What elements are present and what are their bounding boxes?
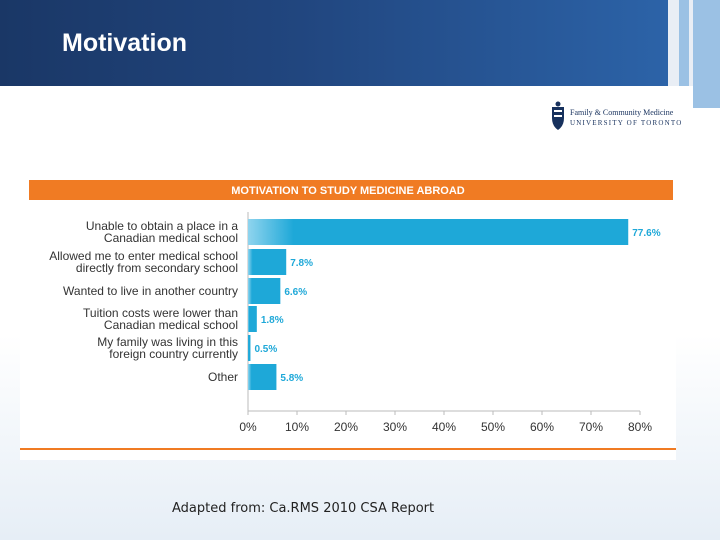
category-label: Other xyxy=(208,370,238,384)
header-stripe xyxy=(689,0,693,86)
header-stripe xyxy=(693,0,720,108)
x-tick-label: 40% xyxy=(432,420,456,434)
x-tick-label: 20% xyxy=(334,420,358,434)
category-label: Unable to obtain a place in a Canadian me… xyxy=(86,219,238,245)
bar xyxy=(248,306,257,332)
bar-value-label: 77.6% xyxy=(632,228,660,239)
category-label: Allowed me to enter medical school direct… xyxy=(49,249,238,275)
category-label: Tuition costs were lower than Canadian me… xyxy=(83,306,238,332)
bar xyxy=(248,278,281,304)
source-citation: Adapted from: Ca.RMS 2010 CSA Report xyxy=(172,501,435,516)
chart-bottom-rule xyxy=(20,448,676,450)
logo-department-text: Family & Community Medicine xyxy=(570,108,674,117)
x-tick-label: 0% xyxy=(239,420,257,434)
x-tick-label: 50% xyxy=(481,420,505,434)
slide-title: Motivation xyxy=(62,29,187,57)
x-tick-label: 60% xyxy=(530,420,554,434)
bar-value-label: 5.8% xyxy=(280,373,303,384)
x-tick-label: 80% xyxy=(628,420,652,434)
university-crest-icon xyxy=(552,101,564,130)
bar-value-label: 0.5% xyxy=(254,344,277,355)
bar xyxy=(248,219,629,245)
header-stripe xyxy=(679,0,689,86)
chart-title: MOTIVATION TO STUDY MEDICINE ABROAD xyxy=(231,185,465,197)
category-label: My family was living in this foreign coun… xyxy=(97,335,238,361)
x-tick-label: 70% xyxy=(579,420,603,434)
x-tick-label: 30% xyxy=(383,420,407,434)
university-logo: Family & Community Medicine UNIVERSITY O… xyxy=(548,100,690,132)
bar xyxy=(248,249,287,275)
bar xyxy=(248,335,251,361)
header-bar xyxy=(0,0,668,86)
x-tick-label: 10% xyxy=(285,420,309,434)
category-label: Wanted to live in another country xyxy=(63,284,238,298)
bar-value-label: 6.6% xyxy=(284,287,307,298)
header-stripe xyxy=(668,0,679,86)
bar-chart: MOTIVATION TO STUDY MEDICINE ABROAD 77.6%… xyxy=(20,180,676,450)
chart-panel: MOTIVATION TO STUDY MEDICINE ABROAD 77.6%… xyxy=(20,174,676,460)
logo-university-text: UNIVERSITY OF TORONTO xyxy=(570,119,683,127)
bar-value-label: 7.8% xyxy=(290,258,313,269)
bar xyxy=(248,364,277,390)
chart-title-band xyxy=(29,180,673,200)
bar-value-label: 1.8% xyxy=(261,315,284,326)
